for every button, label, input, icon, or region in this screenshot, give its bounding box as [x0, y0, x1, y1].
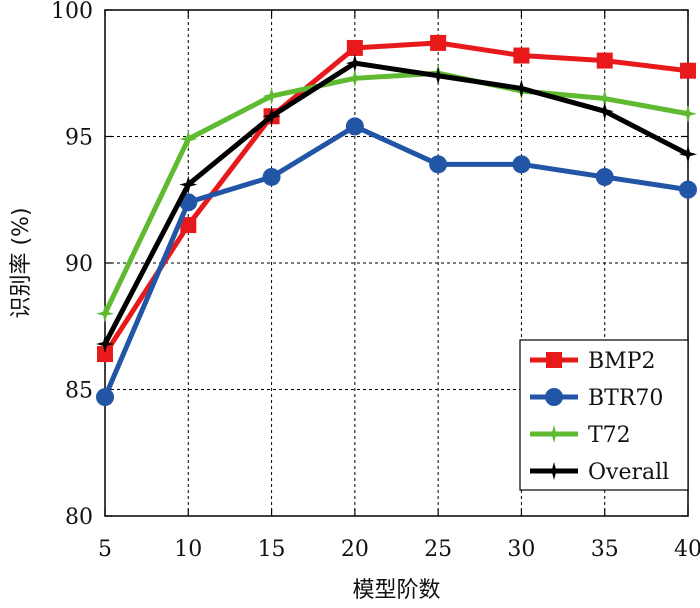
legend-item: BMP2 — [530, 349, 656, 374]
data-point — [97, 346, 113, 363]
series-group — [96, 34, 697, 407]
data-point — [596, 52, 613, 69]
x-tick-label: 25 — [424, 537, 452, 562]
y-tick-label: 90 — [65, 252, 93, 277]
legend-label: Overall — [588, 460, 669, 485]
data-point — [595, 89, 614, 108]
x-axis-ticks: 5 10 15 20 25 30 35 40 — [98, 10, 700, 562]
data-point — [96, 304, 114, 323]
x-tick-label: 5 — [98, 537, 112, 562]
legend-item: Overall — [530, 460, 669, 485]
data-point — [513, 47, 530, 64]
x-axis-label: 模型阶数 — [352, 578, 440, 603]
legend-item: BTR70 — [530, 386, 663, 411]
series-bmp2 — [97, 34, 696, 363]
series-line — [102, 123, 689, 399]
legend-swatch-marker — [545, 425, 563, 443]
data-point — [262, 87, 281, 106]
legend: BMP2 BTR70 T72 Overall — [519, 339, 689, 491]
legend-label: T72 — [588, 423, 631, 448]
legend-item: T72 — [530, 423, 631, 448]
x-tick-label: 35 — [591, 537, 619, 562]
data-point — [429, 66, 448, 85]
series-line — [102, 70, 689, 315]
series-overall — [96, 54, 697, 353]
y-axis-label: 识别率 (%) — [9, 207, 34, 318]
legend-swatch-marker — [545, 388, 563, 406]
data-point — [346, 39, 363, 56]
data-point — [96, 388, 114, 407]
legend-swatch-marker — [546, 352, 562, 368]
data-point — [595, 167, 614, 186]
x-tick-label: 30 — [507, 537, 535, 562]
data-point — [680, 62, 696, 79]
data-point — [179, 175, 198, 194]
x-tick-label: 15 — [258, 537, 286, 562]
series-line — [102, 60, 690, 346]
series-line — [102, 40, 689, 356]
data-point — [345, 69, 364, 88]
y-tick-label: 85 — [65, 379, 93, 404]
y-tick-label: 100 — [51, 0, 93, 24]
data-point — [262, 107, 281, 126]
data-point — [262, 167, 281, 186]
data-point — [429, 155, 448, 174]
data-point — [679, 180, 697, 199]
data-point — [595, 102, 614, 121]
data-point — [512, 79, 531, 98]
data-point — [430, 34, 447, 51]
x-tick-label: 20 — [341, 537, 369, 562]
data-point — [179, 130, 198, 149]
data-point — [96, 334, 114, 353]
data-point — [679, 104, 697, 123]
x-tick-label: 40 — [674, 537, 700, 562]
y-axis-ticks: 80 85 90 95 100 — [51, 0, 688, 530]
data-point — [512, 155, 531, 174]
series-btr70 — [96, 117, 697, 407]
legend-label: BMP2 — [588, 349, 656, 374]
y-tick-label: 80 — [65, 505, 93, 530]
data-point — [345, 117, 364, 136]
y-tick-label: 95 — [65, 126, 93, 151]
legend-swatch-marker — [545, 462, 563, 480]
data-point — [180, 217, 197, 234]
x-tick-label: 10 — [174, 537, 202, 562]
data-point — [679, 145, 697, 164]
legend-label: BTR70 — [588, 386, 663, 411]
data-point — [345, 54, 364, 73]
